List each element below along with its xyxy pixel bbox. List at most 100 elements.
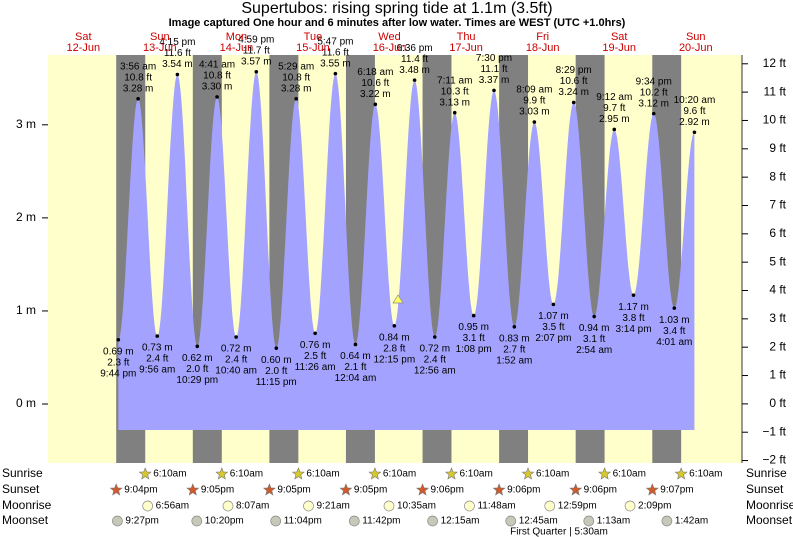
extreme-point [432, 335, 437, 339]
y-tick-label: 1 m [16, 303, 36, 317]
extreme-point [116, 337, 121, 342]
extreme-label: 3.48 m [399, 65, 430, 76]
extreme-label: 6:36 pm [397, 43, 433, 54]
moonset-time: 11:04pm [284, 516, 322, 527]
extreme-point [672, 306, 677, 310]
extreme-label: 2.8 ft [383, 343, 405, 354]
tide-area [118, 71, 695, 431]
y2-tick-label: 2 ft [769, 339, 786, 353]
y2-tick-label: −2 ft [762, 453, 786, 467]
extreme-label: 3.24 m [558, 87, 589, 98]
y-tick-label: 3 m [16, 117, 36, 131]
row-label: Sunrise [746, 466, 787, 480]
moonset-time: 1:42am [675, 516, 708, 527]
sunrise-time: 6:10am [689, 469, 722, 480]
extreme-label: 4:41 am [199, 60, 235, 71]
extreme-label: 3.8 ft [622, 313, 644, 324]
extreme-point [692, 130, 697, 135]
row-label: Sunset [2, 482, 40, 496]
row-label: Moonrise [2, 498, 52, 512]
sunset-icon [416, 483, 430, 496]
extreme-point [313, 331, 317, 336]
extreme-label: 11.1 ft [480, 64, 507, 75]
chart-subtitle: Image captured One hour and 6 minutes af… [169, 17, 626, 29]
day-name: Wed [378, 31, 400, 43]
moonset-time: 9:27pm [125, 516, 158, 527]
extreme-label: 9:12 am [596, 92, 632, 103]
extreme-label: 3.12 m [638, 98, 669, 109]
extreme-point [532, 120, 537, 124]
moonrise-icon [624, 500, 636, 512]
sunset-time: 9:05pm [354, 485, 387, 496]
extreme-point [353, 342, 358, 347]
extreme-label: 12:56 am [414, 366, 456, 377]
extreme-label: 10.8 ft [203, 71, 231, 82]
sunrise-time: 6:10am [459, 469, 492, 480]
extreme-label: 5:47 pm [317, 36, 353, 47]
day-name: Sat [75, 31, 92, 43]
extreme-point [452, 110, 457, 115]
extreme-label: 3.28 m [123, 83, 154, 94]
y2-tick-label: 3 ft [769, 311, 786, 325]
sunrise-time: 6:10am [613, 469, 646, 480]
extreme-label: 4:59 pm [238, 34, 274, 45]
extreme-label: 0.94 m [579, 323, 610, 334]
sunrise-icon [445, 467, 458, 480]
extreme-label: 1:08 pm [456, 344, 492, 355]
extreme-label: 3.4 ft [663, 326, 685, 337]
sunrise-icon [368, 467, 382, 480]
moonset-icon [348, 515, 360, 527]
extreme-label: 11:26 am [295, 362, 336, 373]
extreme-label: 9.7 ft [603, 103, 625, 114]
moonrise-icon [142, 500, 154, 512]
extreme-point [274, 346, 279, 350]
extreme-label: 12:04 am [335, 373, 377, 384]
extreme-label: 2.0 ft [265, 366, 287, 377]
extreme-label: 3.03 m [519, 107, 550, 118]
extreme-label: 2.1 ft [344, 362, 366, 373]
extreme-point [155, 334, 160, 338]
extreme-label: 8:29 pm [556, 65, 592, 76]
sunset-time: 9:05pm [201, 485, 234, 496]
moonrise-icon [383, 500, 395, 512]
sunset-icon [645, 483, 659, 496]
y-tick-label: 0 m [16, 396, 36, 410]
extreme-point [175, 72, 180, 77]
extreme-label: 3.57 m [241, 56, 272, 67]
extreme-point [373, 102, 378, 107]
extreme-label: 7:11 am [437, 75, 472, 86]
row-label: Moonset [746, 513, 793, 527]
sunset-time: 9:06pm [507, 485, 540, 496]
day-name: Thu [457, 31, 476, 43]
extreme-label: 3.1 ft [583, 334, 605, 345]
moonset-time: 1:13am [597, 516, 630, 527]
day-date: 13-Jun [143, 42, 177, 54]
extreme-label: 1.07 m [538, 311, 569, 322]
extreme-label: 2.5 ft [304, 351, 326, 362]
extreme-label: 2.0 ft [186, 364, 208, 375]
extreme-label: 10.6 ft [361, 78, 389, 89]
extreme-label: 3.55 m [320, 58, 351, 69]
moonrise-time: 12:59pm [558, 501, 597, 512]
extreme-label: 2:07 pm [535, 333, 571, 344]
extreme-label: 10.2 ft [640, 87, 668, 98]
extreme-label: 0.72 m [221, 344, 252, 355]
extreme-label: 9.9 ft [523, 96, 545, 107]
sunset-time: 9:06pm [431, 485, 464, 496]
y2-tick-label: 12 ft [763, 56, 787, 70]
sunrise-icon [291, 467, 305, 480]
extreme-point [294, 96, 298, 101]
sunrise-icon [674, 467, 688, 480]
extreme-label: 0.95 m [458, 322, 489, 333]
day-date: 12-Jun [66, 42, 100, 54]
day-date: 16-Jun [373, 42, 407, 54]
day-date: 20-Jun [679, 42, 713, 54]
y2-tick-label: 0 ft [769, 396, 786, 410]
extreme-label: 2.4 ft [424, 355, 446, 366]
y-tick-label: 2 m [16, 210, 36, 224]
extreme-label: 2.3 ft [107, 357, 129, 368]
extreme-label: 10:20 am [674, 95, 716, 106]
extreme-label: 2.7 ft [503, 344, 525, 355]
sunrise-time: 6:10am [153, 469, 186, 480]
extreme-label: 0.76 m [300, 340, 331, 351]
